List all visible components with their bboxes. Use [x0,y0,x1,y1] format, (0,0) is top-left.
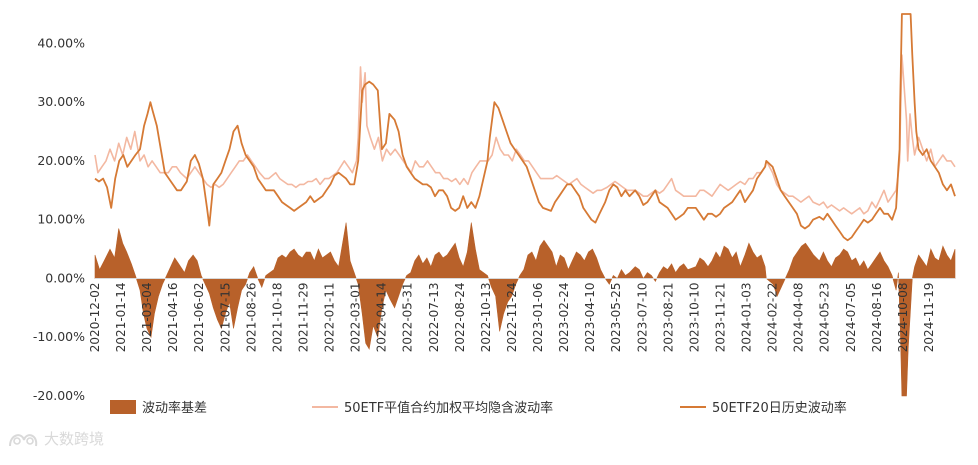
x-tick-label: 2021-07-15 [218,282,232,352]
x-tick-label: 2022-08-24 [453,282,467,352]
x-tick-label: 2020-12-02 [88,282,102,352]
legend-item-basis: 波动率基差 [110,400,207,416]
x-tick-label: 2023-02-24 [557,282,571,352]
x-tick-label: 2024-05-23 [818,282,832,352]
y-tick-label: 20.00% [37,153,85,168]
series-historical-vol-line [94,13,956,242]
x-tick-label: 2021-03-04 [140,282,154,352]
x-tick-label: 2021-01-14 [114,282,128,352]
y-tick-label: 10.00% [37,212,85,227]
x-tick-label: 2021-04-16 [166,282,180,352]
y-tick-label: -20.00% [33,388,85,403]
watermark-text: 大数跨境 [44,430,104,448]
x-tick-label: 2021-06-02 [192,282,206,352]
x-tick-label: 2023-10-10 [687,282,701,352]
x-tick-label: 2023-11-21 [713,282,727,352]
x-tick-label: 2021-08-26 [244,282,258,352]
legend-item-historical-vol: 50ETF20日历史波动率 [680,400,847,416]
x-tick-label: 2022-10-13 [479,282,493,352]
y-tick-label: 30.00% [37,94,85,109]
x-tick-label: 2022-11-24 [505,282,519,352]
x-tick-label: 2022-04-14 [375,282,389,352]
watermark: 大数跨境 [9,430,104,448]
x-tick-label: 2024-01-03 [740,282,754,352]
x-tick-label: 2022-01-11 [323,282,337,352]
x-tick-label: 2022-05-31 [401,282,415,352]
x-tick-label: 2023-08-21 [661,282,675,352]
x-tick-label: 2024-04-08 [792,282,806,352]
x-tick-label: 2021-10-18 [270,282,284,352]
axes-layer: -20.00% -10.00% 0.00% 10.00% 20.00% 30.00% 40.… [33,35,955,403]
x-tick-label: 2024-10-08 [896,282,910,352]
logo-mark-icon [9,434,38,447]
x-tick-label: 2022-03-01 [349,282,363,352]
y-tick-label: 0.00% [45,270,85,285]
x-tick-label: 2023-04-10 [583,282,597,352]
legend-label: 波动率基差 [142,400,207,416]
series-implied-vol-line [94,54,956,215]
basis-area-layer [94,222,956,397]
legend-label: 50ETF20日历史波动率 [712,400,847,416]
y-tick-label: 40.00% [37,35,85,50]
legend-label: 50ETF平值合约加权平均隐含波动率 [344,400,553,416]
lines-layer [94,13,956,242]
legend-swatch [110,400,136,414]
x-tick-label: 2023-01-06 [531,282,545,352]
x-tick-label: 2024-07-05 [844,282,858,352]
x-tick-label: 2023-05-25 [609,282,623,352]
x-tick-label: 2024-08-16 [870,282,884,352]
x-tick-label: 2022-07-13 [427,282,441,352]
x-tick-label: 2024-11-19 [922,282,936,352]
legend: 波动率基差 50ETF平值合约加权平均隐含波动率 50ETF20日历史波动率 [110,400,847,416]
series-basis-area [94,222,956,397]
x-tick-label: 2023-07-10 [635,282,649,352]
y-tick-label: -10.00% [33,329,85,344]
x-tick-label: 2024-02-22 [766,282,780,352]
x-tick-label: 2021-11-29 [296,282,310,352]
legend-item-implied-vol: 50ETF平值合约加权平均隐含波动率 [312,400,553,416]
